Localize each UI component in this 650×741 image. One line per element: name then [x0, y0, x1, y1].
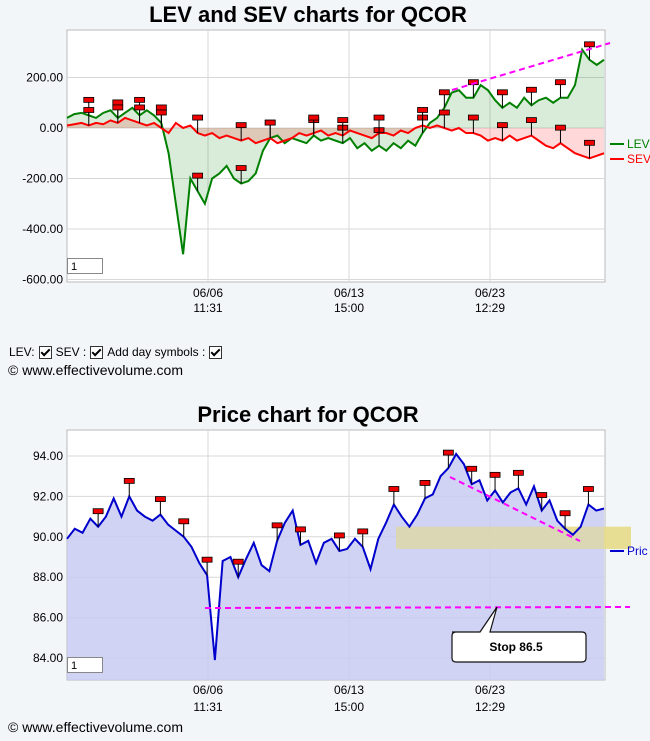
lev-x-tick-time: 12:29	[475, 301, 505, 315]
stop-loss-line	[204, 606, 631, 609]
day-symbol-flag	[512, 469, 524, 476]
day-symbol-flag	[489, 471, 501, 478]
day-symbol-flag	[555, 79, 566, 86]
sev-checkbox[interactable]	[90, 345, 104, 359]
support-band-overlay	[396, 526, 631, 549]
day-symbol-flag	[92, 508, 104, 515]
day-symbol-flag	[295, 526, 306, 533]
sev-series-line	[66, 116, 605, 160]
day-symbol-flag	[526, 117, 537, 123]
day-symbol-flag	[583, 486, 594, 492]
price-series-line	[66, 452, 605, 661]
day-symbol-flag	[417, 107, 428, 113]
day-symbol-flag	[232, 558, 244, 565]
day-symbol-flag	[467, 79, 479, 86]
legend-label-lev: LEV	[627, 137, 650, 151]
price-y-tick-label: 86.00	[33, 611, 63, 625]
day-symbol-flag	[555, 124, 566, 131]
day-symbol-flag	[467, 114, 479, 121]
lev-trend-line	[451, 42, 611, 91]
day-symbol-flag	[438, 109, 450, 116]
day-symbol-flag	[264, 119, 276, 126]
day-symbol-flag	[154, 496, 166, 502]
lev-x-tick-date: 06/13	[334, 286, 364, 300]
lev-chart-title: LEV and SEV charts for QCOR	[149, 2, 467, 27]
day-symbol-flag	[559, 510, 571, 517]
price-zoom-input[interactable]: 1	[67, 657, 103, 673]
price-chart-title: Price chart for QCOR	[197, 402, 419, 427]
day-symbol-flag	[337, 117, 349, 123]
day-symbol-flag	[155, 109, 167, 116]
price-x-tick-time: 11:31	[193, 700, 222, 714]
day-symbol-flag	[112, 104, 124, 111]
day-symbol-flag	[497, 89, 508, 96]
price-y-tick-label: 84.00	[33, 651, 63, 665]
price-x-tick-time: 12:29	[475, 700, 505, 714]
day-symbol-flag	[134, 96, 145, 103]
day-symbol-flag	[497, 122, 508, 129]
day-symbol-flag	[584, 139, 595, 146]
copyright-text-price: © www.effectivevolume.com	[8, 719, 184, 735]
lev-x-tick-time: 15:00	[334, 301, 364, 315]
day-symbol-flag	[388, 486, 400, 492]
day-symbol-flag	[442, 449, 454, 456]
day-symbols-label: Add day symbols :	[107, 345, 206, 359]
day-symbol-flag	[134, 104, 145, 111]
day-symbol-flag	[83, 96, 95, 103]
day-symbol-flag	[192, 172, 204, 179]
price-trend-line	[449, 476, 581, 542]
day-symbol-flag	[201, 556, 213, 563]
day-symbol-flag	[536, 492, 548, 498]
price-y-tick-label: 94.00	[33, 449, 63, 463]
lev-y-tick-label: -600.00	[22, 273, 63, 287]
day-symbol-flag	[123, 477, 135, 484]
stop-callout-box	[451, 606, 587, 663]
day-symbol-flag	[419, 480, 431, 486]
lev-y-tick-label: 200.00	[26, 71, 63, 85]
copyright-text-lev: © www.effectivevolume.com	[8, 362, 184, 378]
price-x-tick-date: 06/23	[475, 683, 505, 697]
series-toggle-controls: LEV: SEV : Add day symbols :	[9, 345, 224, 359]
day-symbol-flag	[178, 518, 190, 525]
lev-x-tick-date: 06/23	[475, 286, 505, 300]
lev-y-tick-label: -400.00	[22, 222, 63, 236]
day-symbol-flag	[357, 528, 369, 535]
lev-zoom-input[interactable]: 1	[67, 258, 103, 274]
day-symbol-flag	[271, 522, 283, 529]
legend-label-price: Pric	[627, 544, 648, 558]
stop-callout-text: Stop 86.5	[489, 640, 543, 654]
day-symbol-flag	[526, 86, 537, 93]
lev-x-tick-date: 06/06	[193, 286, 223, 300]
day-symbol-flag	[235, 122, 247, 129]
price-y-tick-label: 90.00	[33, 530, 63, 544]
sev-area-fill	[67, 117, 604, 159]
lev-sev-chart: 200.00 0.00 -200.00 -400.00 -600.00 06/0611:3…	[22, 29, 650, 315]
lev-x-tick-time: 11:31	[193, 301, 222, 315]
price-x-tick-date: 06/13	[334, 683, 364, 697]
day-symbols-checkbox[interactable]	[209, 345, 223, 359]
price-y-tick-label: 92.00	[33, 489, 63, 503]
legend-label-sev: SEV	[627, 152, 650, 166]
day-symbol-flag	[466, 465, 478, 472]
day-symbol-flag	[373, 114, 385, 121]
price-y-tick-label: 88.00	[33, 570, 63, 584]
price-area-fill	[67, 453, 604, 680]
lev-toggle-label: LEV:	[9, 345, 35, 359]
day-symbol-flag	[235, 165, 247, 171]
lev-area-fill	[67, 49, 604, 255]
day-symbol-flag	[308, 114, 320, 121]
sev-toggle-label: SEV :	[55, 345, 87, 359]
lev-series-line	[66, 47, 605, 255]
day-symbol-flag	[192, 114, 204, 121]
day-symbol-flag	[584, 41, 595, 48]
lev-y-tick-label: 0.00	[40, 121, 64, 135]
day-symbol-flag	[83, 107, 95, 113]
price-x-tick-time: 15:00	[334, 700, 364, 714]
day-symbol-flag	[333, 532, 345, 539]
day-symbol-flag	[438, 89, 450, 96]
lev-y-tick-label: -200.00	[22, 172, 63, 186]
price-x-tick-date: 06/06	[193, 683, 223, 697]
lev-checkbox[interactable]	[38, 345, 52, 359]
